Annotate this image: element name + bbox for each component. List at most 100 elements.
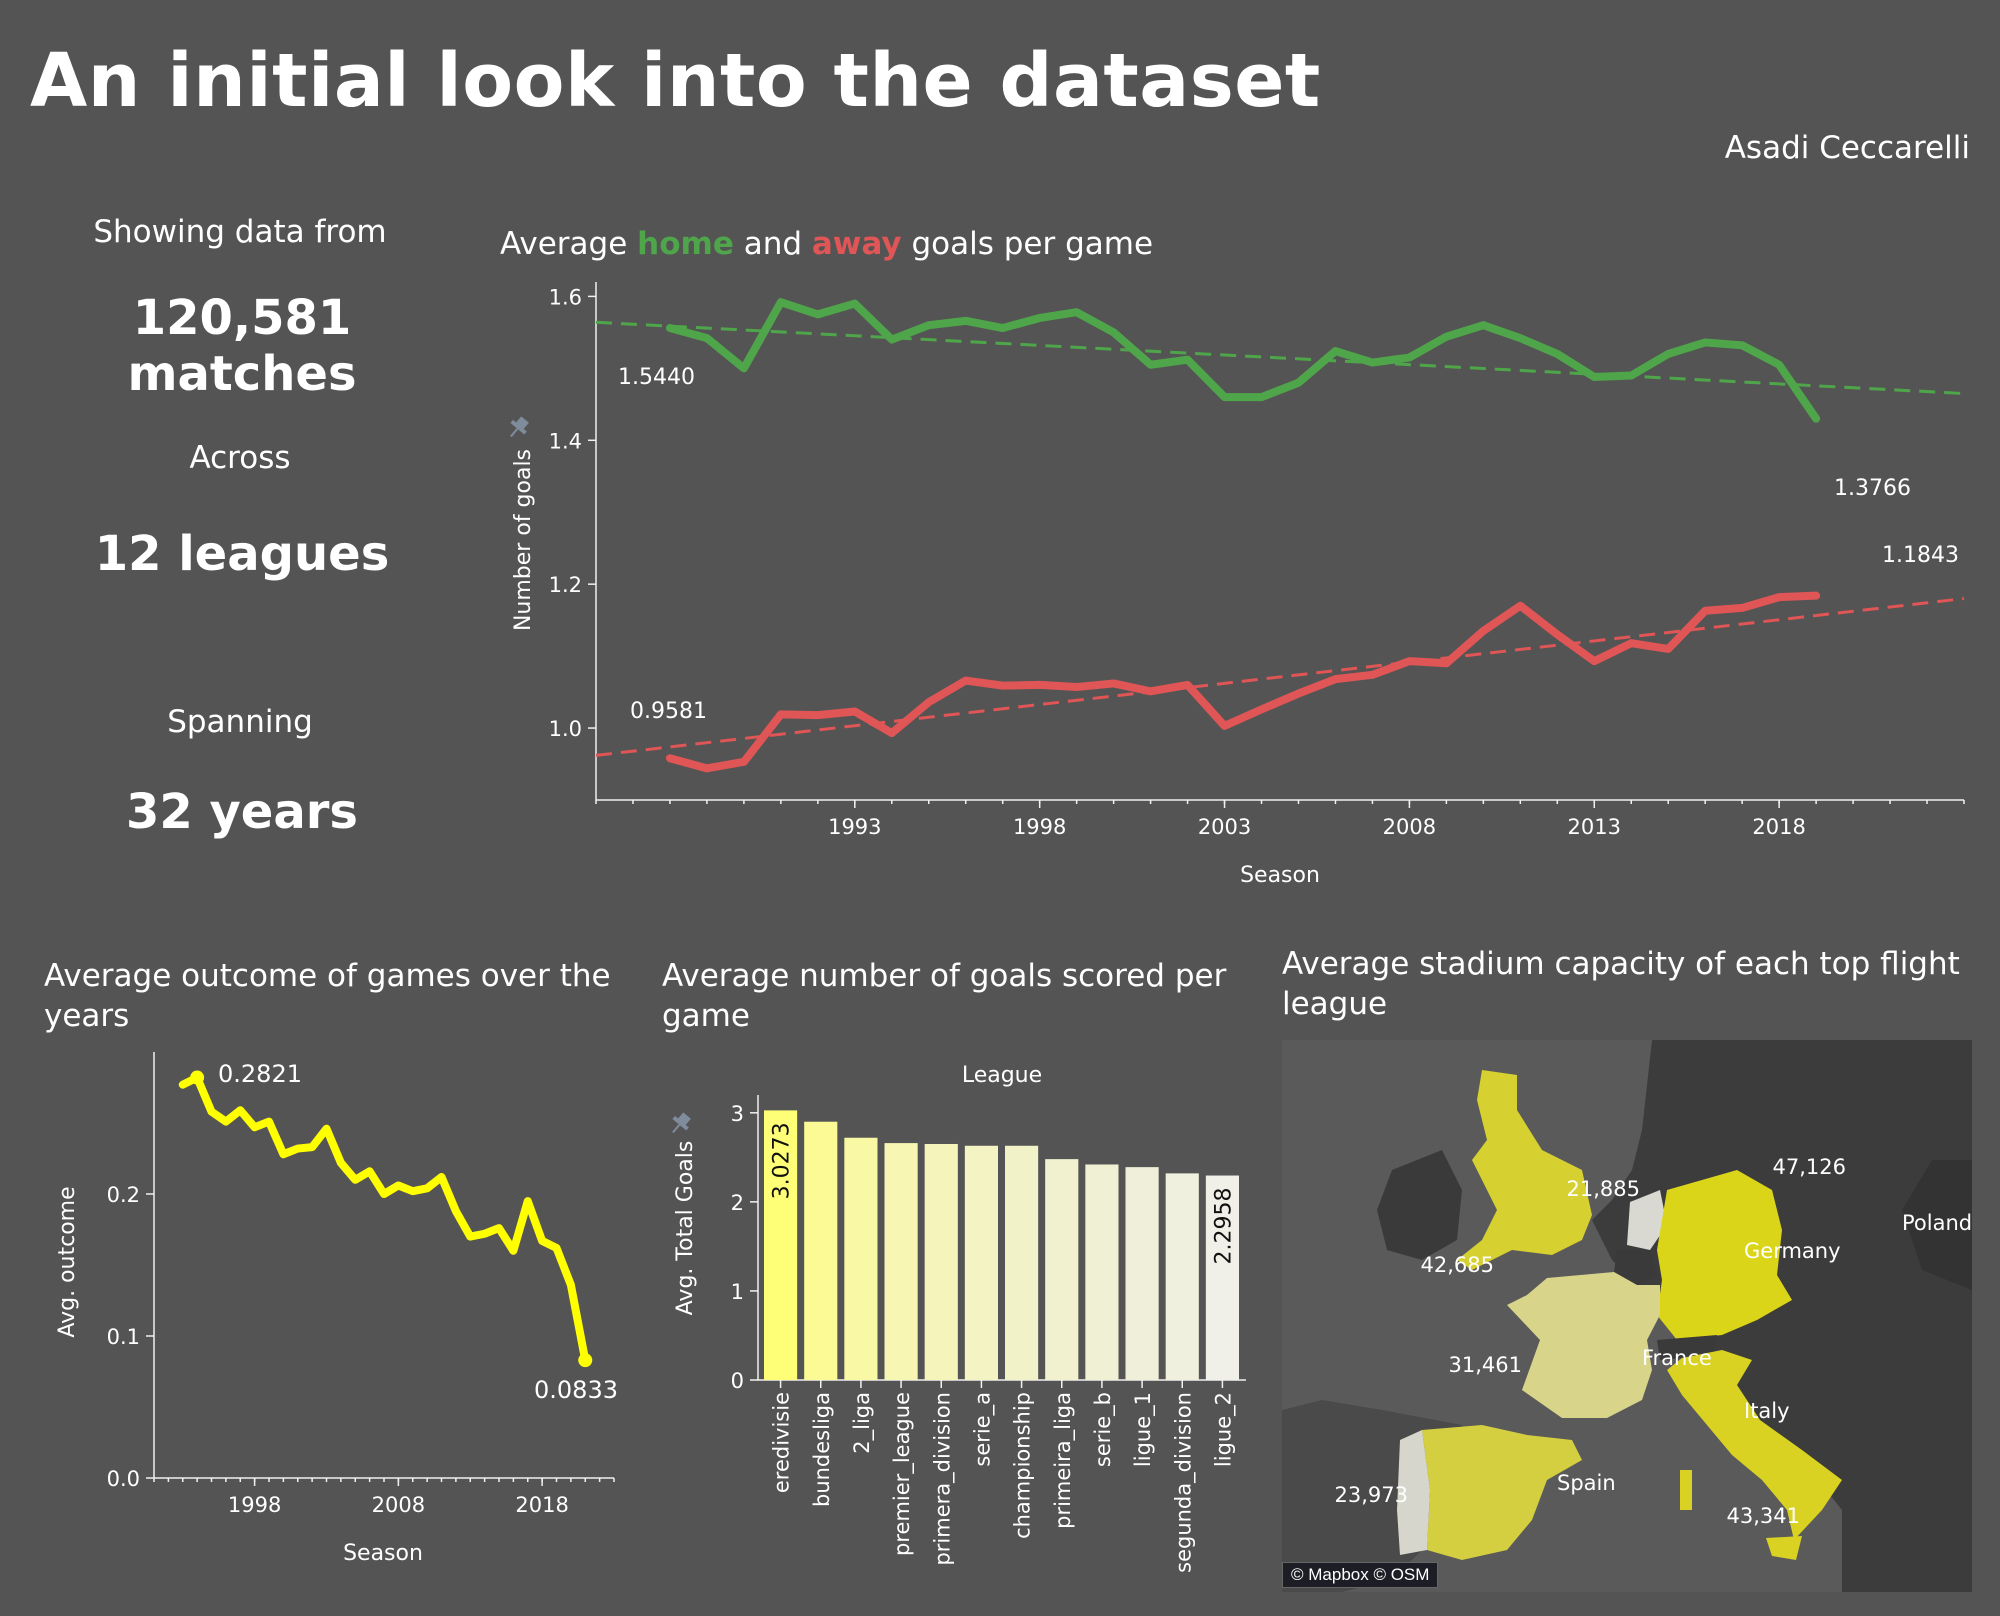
goals-chart-title: Average home and away goals per game xyxy=(500,224,1153,264)
last-point[interactable] xyxy=(578,1353,593,1368)
goals-y-axis-label: Number of goals xyxy=(511,449,536,631)
pin-icon[interactable] xyxy=(666,1110,694,1138)
series-line-away[interactable] xyxy=(665,591,1821,773)
x-tick-label: 2003 xyxy=(1198,815,1251,839)
map-label-spain: Spain xyxy=(1557,1471,1616,1495)
capacity-label-netherlands: 21,885 xyxy=(1567,1177,1640,1201)
x-tick-label: eredivisie xyxy=(770,1392,794,1493)
stat-label-leagues: Across xyxy=(189,440,291,476)
dashboard-title: An initial look into the dataset xyxy=(30,38,1321,124)
bar-eredivisie[interactable] xyxy=(764,1110,798,1380)
stat-label-years: Spanning xyxy=(167,704,313,740)
y-tick-label: 1.2 xyxy=(549,573,582,597)
y-tick-label: 0.2 xyxy=(107,1183,140,1207)
map-netherlands xyxy=(1627,1190,1667,1250)
outcome-chart-title: Average outcome of games over the years xyxy=(44,956,611,1036)
bar-championship[interactable] xyxy=(1005,1145,1039,1380)
bar-ligue_2[interactable] xyxy=(1205,1175,1239,1380)
y-tick-label: 3 xyxy=(731,1102,744,1126)
map-label-germany: Germany xyxy=(1744,1239,1841,1263)
pin-icon[interactable] xyxy=(504,414,532,442)
bar-value-label: 3.0273 xyxy=(770,1122,795,1199)
bar-ligue_1[interactable] xyxy=(1125,1167,1159,1380)
max-point[interactable] xyxy=(190,1070,205,1085)
bar-value-label: 2.2958 xyxy=(1211,1188,1236,1265)
outcome-title-line1: Average outcome of games over the xyxy=(44,958,611,994)
map-belgium xyxy=(1614,1250,1657,1285)
y-tick-label: 1.4 xyxy=(549,429,582,453)
x-tick-label: primeira_liga xyxy=(1051,1392,1076,1529)
map-belarus-area xyxy=(1902,1160,1972,1290)
x-tick-label: ligue_2 xyxy=(1211,1392,1236,1467)
stat-value-leagues: 12 leagues xyxy=(94,526,390,582)
stat-value-matches: 120,581 matches xyxy=(127,290,357,402)
bar-primeira_liga[interactable] xyxy=(1045,1159,1079,1380)
x-tick-label: 2013 xyxy=(1568,815,1621,839)
goals-title-post: goals per game xyxy=(901,226,1154,262)
capacity-label-france: 31,461 xyxy=(1449,1353,1522,1377)
bars-chart-title: Average number of goals scored per game xyxy=(662,956,1226,1036)
y-tick-label: 1 xyxy=(731,1280,744,1304)
map-sicily xyxy=(1766,1536,1802,1560)
series-line-home[interactable] xyxy=(665,298,1821,423)
y-tick-label: 0 xyxy=(731,1369,744,1393)
series-line-0[interactable] xyxy=(178,1073,590,1365)
x-tick-label: 2018 xyxy=(515,1493,568,1517)
bar-bundesliga[interactable] xyxy=(804,1121,838,1380)
x-tick-label: 1998 xyxy=(1013,815,1066,839)
bar-primera_division[interactable] xyxy=(924,1143,958,1380)
bar-2_liga[interactable] xyxy=(844,1137,878,1380)
bars-title-line2: game xyxy=(662,998,750,1034)
x-tick-label: premier_league xyxy=(890,1392,915,1556)
map-label-poland: Poland xyxy=(1902,1211,1972,1235)
goals-title-mid: and xyxy=(733,226,812,262)
goals-title-home: home xyxy=(637,226,734,262)
stat-label-matches: Showing data from xyxy=(93,214,387,250)
y-tick-label: 1.0 xyxy=(549,717,582,741)
outcome-title-line2: years xyxy=(44,998,130,1034)
map-attribution[interactable]: © Mapbox © OSM xyxy=(1282,1562,1439,1588)
x-tick-label: segunda_division xyxy=(1171,1392,1196,1573)
map-france xyxy=(1507,1272,1660,1418)
map-eastern-europe xyxy=(1592,1040,1972,1592)
x-tick-label: 2008 xyxy=(1383,815,1436,839)
stat-value-years: 32 years xyxy=(126,784,358,840)
bar-premier_league[interactable] xyxy=(884,1143,918,1380)
y-tick-label: 0.1 xyxy=(107,1325,140,1349)
bar-serie_b[interactable] xyxy=(1085,1164,1119,1380)
author-name: Asadi Ceccarelli xyxy=(1724,130,1970,166)
bar-serie_a[interactable] xyxy=(964,1145,998,1380)
map-label-france: France xyxy=(1642,1346,1712,1370)
bar-segunda_division[interactable] xyxy=(1165,1173,1199,1380)
annotation-home-start: 1.5440 xyxy=(618,365,695,390)
goals-title-pre: Average xyxy=(500,226,638,262)
x-tick-label: ligue_1 xyxy=(1131,1392,1156,1467)
x-tick-label: championship xyxy=(1011,1392,1035,1539)
outcome-x-axis-label: Season xyxy=(343,1541,423,1566)
capacity-label-italy: 43,341 xyxy=(1727,1504,1800,1528)
bars-y-axis-label: Avg. Total Goals xyxy=(673,1141,698,1316)
x-tick-label: 1993 xyxy=(828,815,881,839)
capacity-label-england: 42,685 xyxy=(1421,1253,1494,1277)
map-england xyxy=(1457,1070,1592,1270)
annotation-outcome-last: 0.0833 xyxy=(534,1376,618,1404)
x-tick-label: primera_division xyxy=(930,1392,955,1566)
annotation-home-end: 1.3766 xyxy=(1834,476,1911,501)
map-title-line1: Average stadium capacity of each top fli… xyxy=(1282,946,1960,982)
annotation-away-start: 0.9581 xyxy=(630,699,707,724)
x-tick-label: serie_b xyxy=(1091,1392,1116,1467)
map-italy xyxy=(1667,1350,1842,1540)
stadium-capacity-map[interactable]: Germany Poland France Italy Spain 42,685… xyxy=(1282,1040,1972,1592)
x-tick-label: 2008 xyxy=(372,1493,425,1517)
capacity-label-portugal: 23,973 xyxy=(1335,1483,1408,1507)
x-tick-label: 2_liga xyxy=(850,1392,875,1454)
annotation-away-end: 1.1843 xyxy=(1882,543,1959,568)
map-title-line2: league xyxy=(1282,986,1388,1022)
map-germany xyxy=(1657,1170,1792,1340)
x-tick-label: 2018 xyxy=(1752,815,1805,839)
y-tick-label: 0.0 xyxy=(107,1467,140,1491)
capacity-label-germany: 47,126 xyxy=(1773,1155,1846,1179)
map-switzerland xyxy=(1657,1335,1717,1360)
